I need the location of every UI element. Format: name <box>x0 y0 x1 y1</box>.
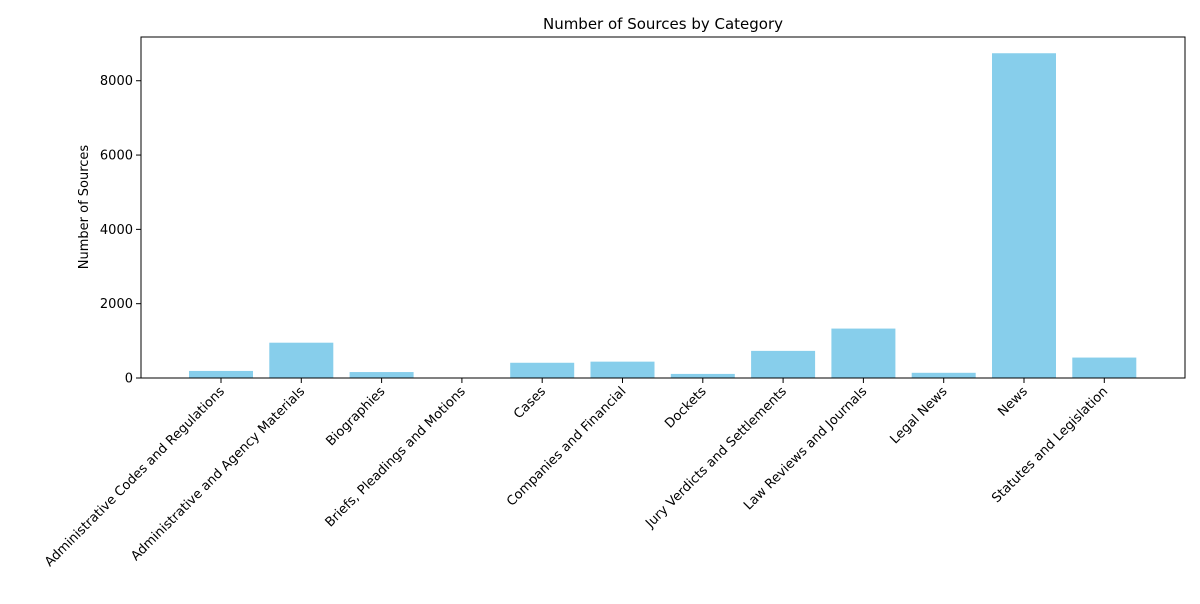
x-tick-label: Briefs, Pleadings and Motions <box>323 384 469 530</box>
x-tick-label: Administrative and Agency Materials <box>128 384 308 564</box>
bar-10 <box>992 53 1056 378</box>
y-tick-label: 2000 <box>100 297 133 312</box>
y-tick-label: 0 <box>125 372 133 387</box>
y-tick-label: 8000 <box>100 74 133 89</box>
y-tick-label: 4000 <box>100 223 133 238</box>
x-tick-label: Cases <box>511 384 549 422</box>
chart-title: Number of Sources by Category <box>543 15 783 33</box>
bar-9 <box>912 373 976 378</box>
x-tick-label: Dockets <box>662 384 710 432</box>
bar-6 <box>671 374 735 378</box>
bars-layer <box>189 53 1136 378</box>
x-tick-label: Jury Verdicts and Settlements <box>642 384 790 532</box>
y-axis-label: Number of Sources <box>77 145 92 270</box>
x-axis: Administrative Codes and RegulationsAdmi… <box>42 378 1111 570</box>
x-tick-label: Administrative Codes and Regulations <box>42 384 228 570</box>
y-axis: 0 2000 4000 6000 8000 <box>100 74 141 386</box>
x-tick-label: Legal News <box>888 384 951 447</box>
bar-0 <box>189 371 253 378</box>
bar-11 <box>1072 358 1136 378</box>
bar-1 <box>269 343 333 378</box>
x-tick-label: Biographies <box>323 384 388 449</box>
bar-7 <box>751 351 815 378</box>
bar-4 <box>510 363 574 378</box>
bar-8 <box>831 329 895 378</box>
bar-5 <box>591 362 655 378</box>
x-tick-label: News <box>995 384 1031 420</box>
y-tick-label: 6000 <box>100 149 133 164</box>
bar-2 <box>350 372 414 378</box>
